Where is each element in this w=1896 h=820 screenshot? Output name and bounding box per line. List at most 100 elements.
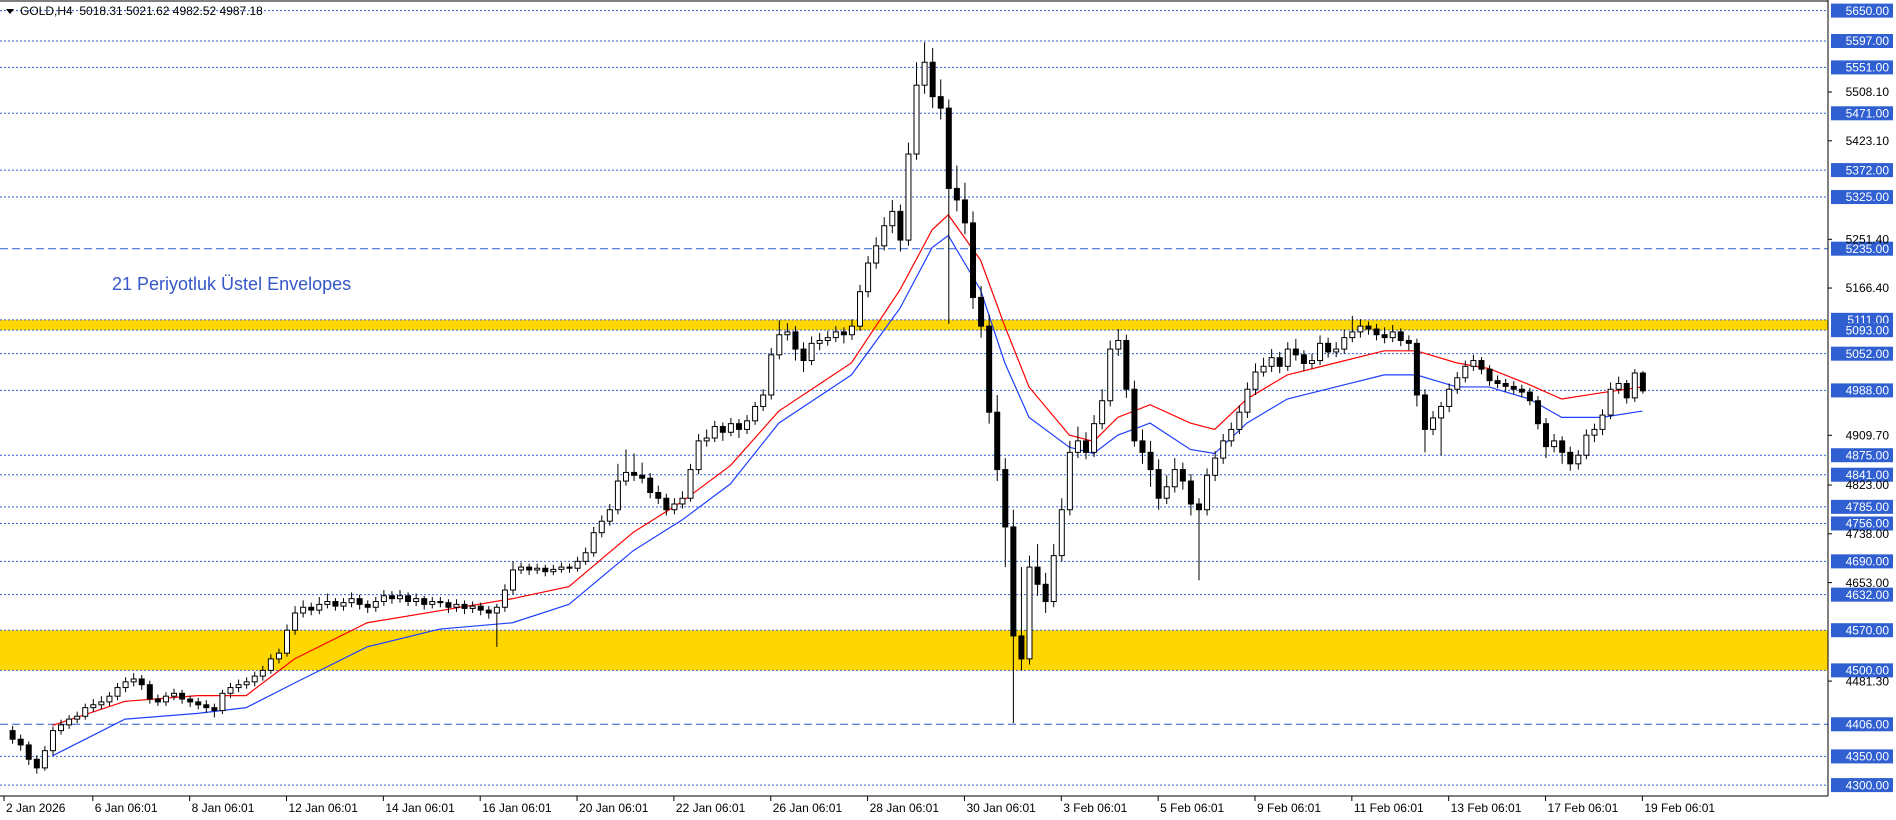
candle-body	[146, 684, 153, 700]
candle-body	[889, 210, 896, 227]
candle-body	[1026, 566, 1033, 660]
candle-body	[1268, 357, 1275, 367]
candle-body	[267, 658, 274, 671]
candle-body	[986, 325, 993, 413]
candle-body	[1583, 434, 1590, 456]
candle-body	[106, 695, 113, 703]
candle-body	[1365, 325, 1372, 330]
candle-body	[122, 681, 129, 689]
candle-body	[1575, 454, 1582, 465]
price-axis-bg	[1828, 0, 1896, 820]
candle-body	[348, 598, 355, 604]
candle-body	[1325, 342, 1332, 353]
x-tick-label: 2 Jan 2026	[6, 801, 66, 815]
candle-body	[380, 595, 387, 603]
candle-body	[1284, 348, 1291, 367]
candle-body	[1567, 451, 1574, 465]
level-label-box	[1831, 3, 1893, 18]
candle-body	[808, 342, 815, 362]
candle-body	[768, 354, 775, 396]
candle-body	[929, 61, 936, 98]
candle-body	[300, 606, 307, 614]
candle-body	[1050, 555, 1057, 603]
level-label-box	[1831, 467, 1893, 482]
candle-body	[1615, 383, 1622, 390]
level-label: 4988.00	[1846, 384, 1890, 398]
candle-body	[1228, 428, 1235, 442]
level-label-box	[1831, 499, 1893, 514]
candle-body	[405, 595, 412, 603]
x-tick-label: 14 Jan 06:01	[385, 801, 455, 815]
level-label-box	[1831, 60, 1893, 75]
candle-body	[41, 750, 48, 769]
candle-body	[1034, 566, 1041, 585]
candle-body	[824, 337, 831, 341]
candle-body	[74, 715, 81, 720]
candle-body	[1260, 365, 1267, 373]
menu-triangle[interactable]	[6, 9, 14, 14]
candle-body	[800, 348, 807, 362]
candle-body	[1155, 469, 1162, 499]
candle-body	[631, 471, 638, 476]
candle-body	[1341, 337, 1348, 350]
level-label-box	[1831, 749, 1893, 764]
candle-body	[663, 497, 670, 511]
candle-body	[25, 744, 32, 760]
candle-body	[719, 426, 726, 433]
level-label: 5551.00	[1846, 61, 1890, 75]
candle-body	[1534, 400, 1541, 425]
candle-body	[413, 598, 420, 603]
candle-body	[1526, 391, 1533, 402]
level-label-box	[1831, 323, 1893, 338]
level-label-box	[1831, 190, 1893, 205]
candle-body	[679, 497, 686, 505]
candles	[9, 42, 1646, 774]
candle-body	[1074, 440, 1081, 453]
candle-body	[566, 566, 573, 569]
candle-body	[1478, 360, 1485, 370]
y-tick-label: 4738.00	[1846, 527, 1890, 541]
candle-body	[1308, 360, 1315, 364]
candle-body	[526, 566, 533, 571]
candle-body	[292, 612, 299, 631]
candle-body	[1623, 383, 1630, 399]
candle-body	[493, 606, 500, 614]
levels	[0, 10, 1828, 786]
candle-body	[1421, 394, 1428, 430]
candle-body	[332, 601, 339, 607]
candle-body	[832, 331, 839, 339]
zone	[0, 319, 1828, 331]
candle-body	[1486, 368, 1493, 382]
level-label: 4785.00	[1846, 500, 1890, 514]
candle-body	[840, 331, 847, 336]
candle-body	[154, 698, 161, 703]
candle-body	[421, 598, 428, 605]
candle-body	[784, 331, 791, 336]
x-tick-label: 17 Feb 06:01	[1548, 801, 1619, 815]
candle-body	[905, 153, 912, 241]
candle-body	[195, 701, 202, 706]
level-label: 4300.00	[1846, 778, 1890, 792]
candle-body	[1470, 360, 1477, 367]
candle-body	[364, 603, 371, 608]
candle-body	[1131, 388, 1138, 442]
y-tick-label: 5251.40	[1846, 232, 1890, 246]
level-label: 5372.00	[1846, 163, 1890, 177]
x-tick-label: 30 Jan 06:01	[966, 801, 1036, 815]
candle-body	[33, 758, 40, 769]
candle-body	[1139, 440, 1146, 453]
candle-body	[606, 509, 613, 522]
candle-body	[1236, 411, 1243, 430]
y-tick-label: 4481.30	[1846, 674, 1890, 688]
candle-body	[671, 503, 678, 511]
level-label: 4756.00	[1846, 517, 1890, 531]
x-tick-label: 12 Jan 06:01	[289, 801, 359, 815]
candle-body	[1559, 440, 1566, 453]
candle-body	[187, 698, 194, 703]
candle-body	[162, 695, 169, 703]
level-label: 4690.00	[1846, 555, 1890, 569]
candle-body	[655, 492, 662, 499]
candle-body	[1591, 428, 1598, 436]
candle-body	[98, 701, 105, 706]
candle-body	[1187, 480, 1194, 505]
